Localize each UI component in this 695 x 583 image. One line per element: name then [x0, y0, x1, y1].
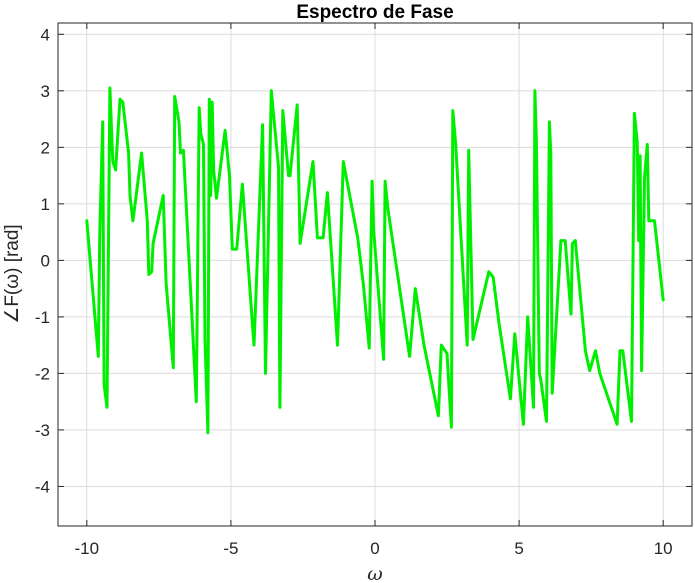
x-tick-label: 10 [654, 539, 673, 558]
x-tick-label: -10 [75, 539, 100, 558]
y-axis-label: ∠F(ω) [rad] [2, 224, 23, 323]
y-tick-label: -1 [35, 308, 50, 327]
y-tick-label: 1 [41, 195, 50, 214]
data-series-layer [85, 86, 665, 435]
y-tick-label: 2 [41, 138, 50, 157]
x-tick-label: 0 [370, 539, 379, 558]
x-axis-label: ω [367, 563, 383, 583]
y-tick-label: 0 [41, 251, 50, 270]
x-tick-label: 5 [514, 539, 523, 558]
y-tick-label: -3 [35, 421, 50, 440]
axes [57, 22, 693, 527]
phase-series-line [85, 86, 665, 435]
y-tick-label: 4 [41, 25, 50, 44]
chart-title: Espectro de Fase [296, 2, 453, 23]
y-tick-label: -2 [35, 364, 50, 383]
x-tick-label: -5 [223, 539, 238, 558]
y-tick-label: 3 [41, 82, 50, 101]
y-tick-label: -4 [35, 477, 50, 496]
